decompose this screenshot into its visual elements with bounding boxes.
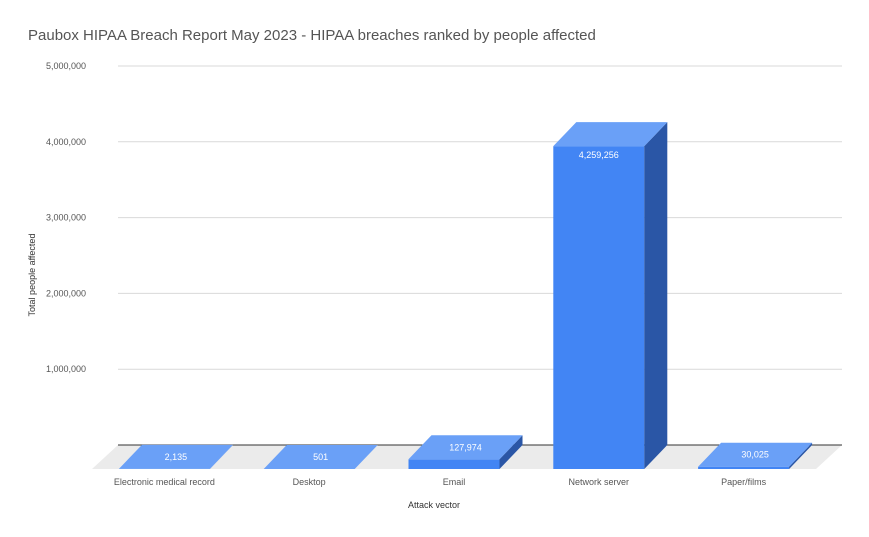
bar-side — [354, 444, 378, 469]
x-tick-label: Paper/films — [721, 477, 767, 487]
chart-title: Paubox HIPAA Breach Report May 2023 - HI… — [28, 27, 596, 44]
bar: 2,135 — [118, 444, 233, 469]
y-tick-label: 2,000,000 — [46, 288, 86, 298]
bar-value-label: 2,135 — [165, 452, 188, 462]
bar-value-label: 501 — [313, 452, 328, 462]
x-axis-ticks: Electronic medical record Desktop Email Net… — [114, 477, 767, 487]
x-tick-label: Desktop — [293, 477, 326, 487]
bar-value-label: 127,974 — [449, 442, 482, 452]
bar-side — [644, 122, 668, 470]
gridlines — [118, 65, 842, 370]
y-tick-label: 4,000,000 — [46, 137, 86, 147]
bar-side — [789, 442, 813, 469]
x-axis-label: Attack vector — [408, 500, 460, 510]
bar: 30,025 — [698, 442, 813, 469]
bars: 2,135 501 127,974 4,259,256 30,025 — [118, 122, 813, 470]
x-tick-label: Electronic medical record — [114, 477, 215, 487]
bar-top — [118, 444, 233, 469]
y-axis-ticks: 5,000,000 4,000,000 3,000,000 2,000,000 1,00… — [46, 61, 86, 374]
bar-front — [553, 146, 645, 470]
bar-top — [698, 442, 813, 467]
y-tick-label: 5,000,000 — [46, 61, 86, 71]
bar-value-label: 30,025 — [741, 450, 769, 460]
bar-front — [698, 466, 790, 469]
x-tick-label: Network server — [569, 477, 630, 487]
x-tick-label: Email — [443, 477, 466, 487]
y-tick-label: 3,000,000 — [46, 213, 86, 223]
bar-top — [553, 122, 668, 147]
bar-value-label: 4,259,256 — [579, 150, 619, 160]
bar-side — [209, 444, 233, 469]
bar-top — [263, 444, 378, 469]
bar-top — [408, 435, 523, 460]
y-tick-label: 1,000,000 — [46, 364, 86, 374]
bar-side — [499, 435, 523, 469]
bar: 4,259,256 — [553, 122, 668, 470]
bar-front — [408, 459, 500, 469]
y-axis-label: Total people affected — [27, 234, 37, 317]
bar: 501 — [263, 444, 378, 469]
bar: 127,974 — [408, 435, 523, 469]
